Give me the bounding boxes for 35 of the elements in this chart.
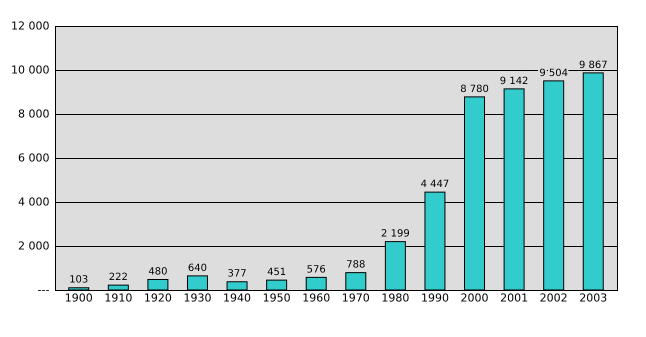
x-tick-label: 2003 [579,292,608,304]
y-tick-label: --- [38,284,50,296]
data-label: 2 199 [381,228,410,240]
y-tick-label: 6 000 [18,152,50,164]
data-label: 4 447 [420,179,450,190]
x-tick-label: 2002 [540,292,568,304]
x-tick-label: 1900 [64,292,93,304]
x-tick-label: 1920 [144,292,172,304]
x-tick-label: 2000 [460,292,489,304]
data-label: 640 [188,262,208,274]
data-label: 8 780 [460,84,489,95]
data-label: 576 [306,264,326,276]
x-tick-label: 1940 [223,292,252,304]
x-tick-label: 1930 [183,292,212,304]
data-label: 788 [346,260,366,271]
y-tick-label: 12 000 [11,20,50,32]
x-tick-label: 2001 [500,292,528,304]
data-label: 377 [228,268,247,280]
y-tick-label: 4 000 [18,196,50,208]
x-tick-label: 1970 [342,292,370,304]
data-label: 9 504 [539,68,568,79]
y-tick-label: 2 000 [18,240,50,252]
data-label: 9 867 [578,60,608,71]
data-label: 222 [108,272,128,284]
data-label: 9 142 [500,76,528,87]
x-tick-label: 1990 [420,292,449,304]
x-tick-label: 1910 [104,292,132,304]
x-tick-label: 1950 [262,292,291,304]
data-label: 451 [267,267,286,278]
x-tick-label: 1980 [381,292,410,304]
data-label: 480 [148,266,168,278]
data-label: 103 [69,274,88,286]
x-tick-label: 1960 [302,292,330,304]
y-tick-label: 10 000 [11,64,50,76]
y-tick-label: 8 000 [18,108,50,120]
